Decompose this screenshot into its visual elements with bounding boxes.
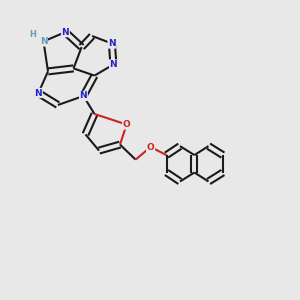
Text: N: N bbox=[80, 92, 87, 100]
Text: N: N bbox=[34, 88, 42, 98]
Text: N: N bbox=[40, 37, 47, 46]
Text: O: O bbox=[123, 120, 130, 129]
Text: O: O bbox=[147, 142, 154, 152]
Text: H: H bbox=[30, 30, 36, 39]
Text: N: N bbox=[108, 39, 116, 48]
Text: N: N bbox=[110, 60, 117, 69]
Text: N: N bbox=[61, 28, 69, 37]
